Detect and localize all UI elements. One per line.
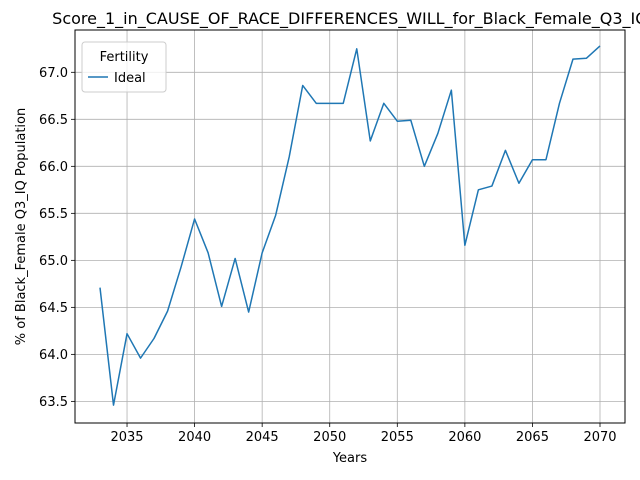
y-tick-label: 66.0 [39, 160, 68, 175]
legend: Fertility Ideal [81, 41, 167, 93]
ticks: 2035 2040 2045 2050 2055 2060 2065 2070 63.5 64.0… [39, 66, 617, 445]
y-tick-label: 66.5 [39, 113, 68, 128]
y-tick-label: 64.0 [39, 348, 68, 363]
grid [75, 30, 625, 423]
x-tick-label: 2035 [110, 430, 143, 445]
chart-title: Score_1_in_CAUSE_OF_RACE_DIFFERENCES_WIL… [52, 9, 640, 29]
legend-entry-ideal: Ideal [114, 71, 146, 86]
x-tick-label: 2065 [516, 430, 549, 445]
y-tick-label: 65.5 [39, 207, 68, 222]
y-tick-label: 64.5 [39, 301, 68, 316]
x-tick-label: 2060 [448, 430, 481, 445]
series-layer [99, 45, 601, 406]
x-axis-label: Years [332, 451, 368, 466]
x-tick-label: 2055 [381, 430, 414, 445]
x-tick-label: 2070 [583, 430, 616, 445]
legend-title: Fertility [100, 50, 149, 65]
x-tick-label: 2050 [313, 430, 346, 445]
x-tick-label: 2045 [246, 430, 279, 445]
legend-box [81, 41, 167, 93]
y-tick-label: 65.0 [39, 254, 68, 269]
series-line-ideal [99, 45, 601, 406]
y-tick-label: 67.0 [39, 66, 68, 81]
y-axis-label: % of Black_Female Q3_IQ Population [14, 108, 29, 345]
y-tick-label: 63.5 [39, 395, 68, 410]
plot-frame [74, 29, 626, 424]
x-tick-label: 2040 [178, 430, 211, 445]
